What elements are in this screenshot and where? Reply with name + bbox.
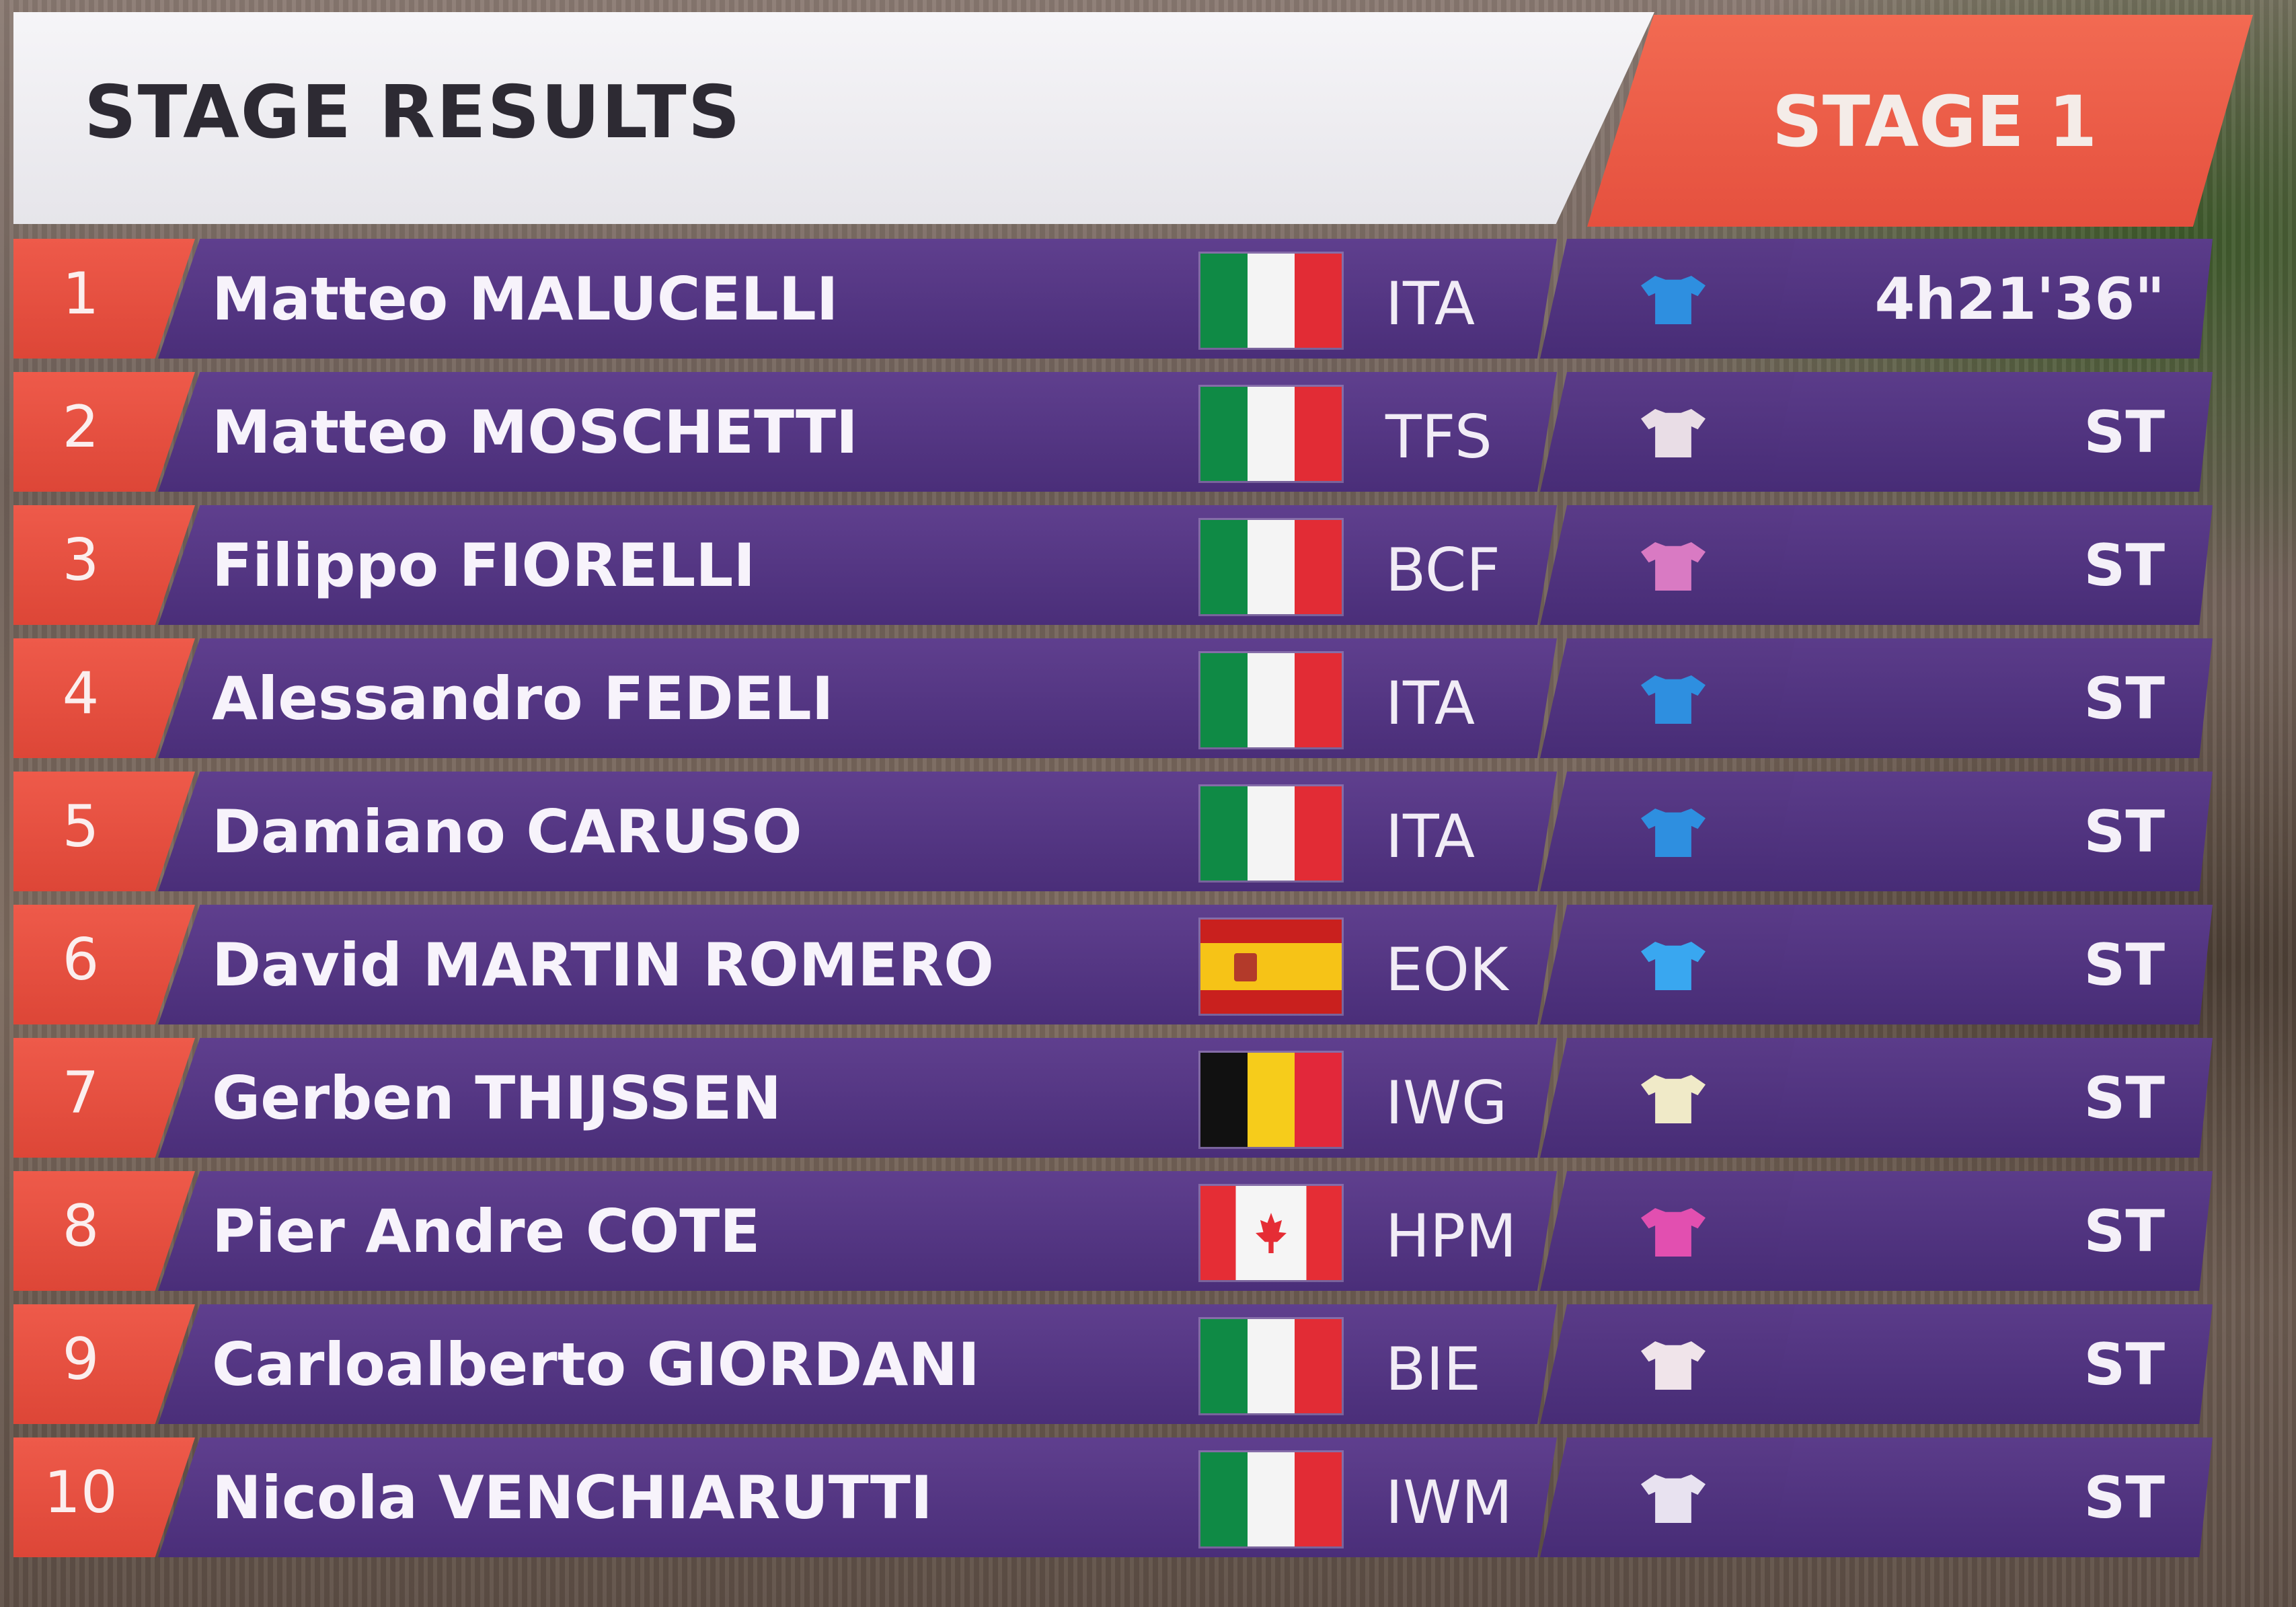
italy-flag-icon bbox=[1200, 1452, 1342, 1546]
result-row: 6 David MARTIN ROMERO EOK ST bbox=[0, 905, 2296, 1033]
team-code: IWM bbox=[1385, 1468, 1513, 1537]
time-panel bbox=[1769, 905, 2213, 1024]
position-number: 1 bbox=[62, 260, 100, 328]
result-row: 4 Alessandro FEDELI ITA ST bbox=[0, 638, 2296, 766]
belgium-flag-icon bbox=[1200, 1053, 1342, 1147]
position-number: 6 bbox=[62, 926, 100, 994]
finish-time: ST bbox=[2083, 798, 2165, 866]
rider-name: Gerben THIJSSEN bbox=[212, 1063, 781, 1133]
time-panel bbox=[1769, 1171, 2213, 1291]
position-number: 2 bbox=[62, 394, 100, 461]
stage-label: STAGE 1 bbox=[1772, 81, 2098, 163]
finish-time: ST bbox=[2083, 532, 2165, 599]
position-number: 8 bbox=[62, 1193, 100, 1260]
finish-time: ST bbox=[2083, 1331, 2165, 1398]
rider-name: Matteo MALUCELLI bbox=[212, 264, 839, 334]
time-panel bbox=[1769, 1304, 2213, 1424]
header-stage-panel bbox=[1587, 15, 2253, 227]
position-number: 9 bbox=[62, 1326, 100, 1393]
team-code: BIE bbox=[1385, 1335, 1481, 1404]
position-number: 5 bbox=[62, 793, 100, 860]
crest-icon bbox=[1234, 953, 1257, 981]
finish-time: ST bbox=[2083, 1065, 2165, 1132]
rider-name: Damiano CARUSO bbox=[212, 797, 802, 866]
team-code: BCF bbox=[1385, 535, 1500, 605]
team-code: ITA bbox=[1385, 269, 1476, 338]
result-row: 9 Carloalberto GIORDANI BIE ST bbox=[0, 1304, 2296, 1432]
italy-flag-icon bbox=[1200, 387, 1342, 481]
finish-time: ST bbox=[2083, 399, 2165, 466]
result-row: 5 Damiano CARUSO ITA ST bbox=[0, 772, 2296, 899]
result-row: 3 Filippo FIORELLI BCF ST bbox=[0, 505, 2296, 633]
team-code: ITA bbox=[1385, 669, 1476, 738]
rider-name: Matteo MOSCHETTI bbox=[212, 398, 858, 467]
finish-time: 4h21'36" bbox=[1874, 266, 2165, 333]
result-row: 1 Matteo MALUCELLI ITA 4h21'36" bbox=[0, 239, 2296, 367]
finish-time: ST bbox=[2083, 665, 2165, 733]
finish-time: ST bbox=[2083, 1198, 2165, 1265]
time-panel bbox=[1769, 638, 2213, 758]
rider-name: Filippo FIORELLI bbox=[212, 531, 756, 600]
rider-name: Alessandro FEDELI bbox=[212, 664, 834, 733]
position-number: 3 bbox=[62, 527, 100, 594]
italy-flag-icon bbox=[1200, 786, 1342, 881]
result-row: 2 Matteo MOSCHETTI TFS ST bbox=[0, 372, 2296, 500]
italy-flag-icon bbox=[1200, 1319, 1342, 1413]
result-row: 10 Nicola VENCHIARUTTI IWM ST bbox=[0, 1437, 2296, 1565]
rider-name: Nicola VENCHIARUTTI bbox=[212, 1463, 933, 1532]
italy-flag-icon bbox=[1200, 520, 1342, 614]
maple-leaf-icon bbox=[1256, 1213, 1287, 1253]
result-row: 8 Pier Andre COTE HPM ST bbox=[0, 1171, 2296, 1299]
position-number: 7 bbox=[62, 1059, 100, 1127]
time-panel bbox=[1769, 772, 2213, 891]
result-row: 7 Gerben THIJSSEN IWG ST bbox=[0, 1038, 2296, 1166]
rider-name: Carloalberto GIORDANI bbox=[212, 1330, 980, 1399]
canada-flag-icon bbox=[1200, 1186, 1342, 1280]
time-panel bbox=[1769, 1437, 2213, 1557]
rider-name: Pier Andre COTE bbox=[212, 1197, 761, 1266]
time-panel bbox=[1769, 372, 2213, 492]
spain-flag-icon bbox=[1200, 920, 1342, 1014]
rider-name: David MARTIN ROMERO bbox=[212, 930, 994, 1000]
team-code: ITA bbox=[1385, 802, 1476, 871]
page-title: STAGE RESULTS bbox=[84, 71, 742, 155]
position-number: 4 bbox=[62, 660, 100, 727]
finish-time: ST bbox=[2083, 932, 2165, 999]
header-title-panel bbox=[13, 12, 1654, 224]
position-number: 10 bbox=[44, 1459, 118, 1526]
team-code: IWG bbox=[1385, 1068, 1508, 1137]
team-code: EOK bbox=[1385, 935, 1508, 1004]
finish-time: ST bbox=[2083, 1464, 2165, 1532]
team-code: HPM bbox=[1385, 1201, 1517, 1271]
italy-flag-icon bbox=[1200, 653, 1342, 747]
time-panel bbox=[1769, 1038, 2213, 1158]
time-panel bbox=[1769, 239, 2213, 359]
italy-flag-icon bbox=[1200, 254, 1342, 348]
time-panel bbox=[1769, 505, 2213, 625]
team-code: TFS bbox=[1385, 402, 1492, 472]
